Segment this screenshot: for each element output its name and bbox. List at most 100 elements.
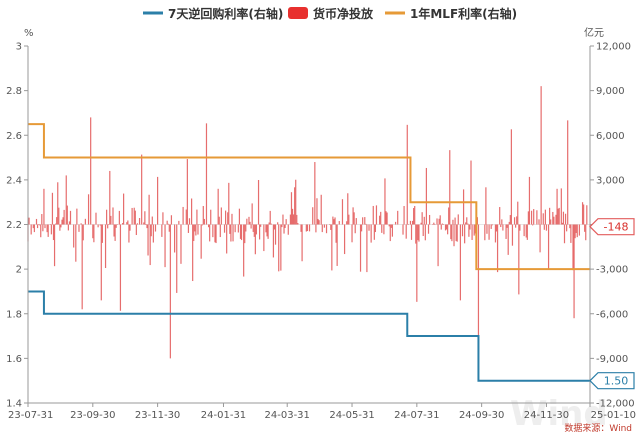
net-injection-bar: [113, 224, 115, 237]
mlf-rate-line: [28, 123, 590, 271]
net-injection-bar: [76, 208, 78, 225]
net-injection-bar: [170, 215, 173, 225]
net-injection-bar: [185, 209, 187, 225]
net-injection-bar: [569, 224, 571, 229]
net-injection-bar: [248, 216, 250, 225]
net-injection-bar: [115, 224, 117, 228]
net-injection-bar: [476, 217, 478, 225]
right-axis-unit: 亿元: [584, 26, 604, 39]
net-injection-bar: [442, 224, 444, 225]
net-injection-bar: [203, 218, 205, 225]
net-injection-bar: [364, 217, 366, 225]
net-injection-bar: [151, 216, 153, 225]
net-injection-bar: [294, 187, 296, 225]
net-injection-bar: [318, 220, 320, 225]
net-injection-bar: [354, 224, 356, 234]
net-injection-bar: [223, 224, 226, 233]
net-injection-bar: [59, 224, 61, 231]
net-injection-bar: [584, 224, 586, 232]
net-injection-bar: [444, 224, 447, 231]
net-injection-bar: [134, 210, 136, 225]
net-injection-bar: [449, 150, 451, 225]
net-injection-bar: [415, 224, 417, 244]
left-tick-label: 1.8: [6, 309, 22, 320]
net-injection-bar: [372, 205, 374, 225]
net-injection-bar: [413, 208, 415, 225]
net-injection-bar: [470, 160, 472, 225]
left-tick-label: 2: [16, 265, 22, 276]
net-injection-bar: [252, 224, 254, 232]
net-injection-bar: [321, 224, 323, 233]
source-note: 数据来源：Wind: [564, 422, 632, 434]
right-tick-label: 9,000: [596, 86, 625, 97]
net-injection-bar: [178, 220, 180, 225]
net-injection-bar: [84, 218, 86, 225]
net-injection-bar: [227, 212, 229, 225]
net-injection-bar: [225, 210, 227, 225]
net-injection-bar: [454, 217, 456, 225]
net-injection-bar: [335, 224, 337, 243]
net-injection-bar: [308, 224, 311, 232]
net-injection-bar: [205, 123, 208, 225]
net-injection-bar: [488, 224, 490, 240]
net-injection-bar: [330, 224, 332, 230]
net-injection-bar: [501, 219, 503, 225]
net-injection-bar: [352, 207, 354, 225]
net-injection-bar: [289, 214, 292, 225]
net-injection-bar: [346, 221, 348, 225]
net-injection-bar: [101, 224, 103, 243]
net-injection-bar: [251, 203, 253, 225]
net-injection-bar: [403, 206, 405, 225]
net-injection-bar: [425, 167, 427, 225]
net-injection-bar: [118, 210, 120, 225]
net-injection-bar: [230, 224, 232, 242]
net-injection-bar: [461, 224, 464, 237]
net-injection-bar: [112, 207, 114, 225]
net-injection-bar: [114, 224, 116, 241]
net-injection-bar: [267, 224, 269, 239]
net-injection-bar: [325, 224, 328, 234]
net-injection-bar: [62, 217, 64, 225]
net-injection-bar: [453, 224, 455, 247]
net-injection-bar: [131, 207, 133, 225]
net-injection-bar: [290, 192, 293, 225]
net-injection-bar: [40, 224, 42, 238]
net-injection-bar: [373, 224, 375, 240]
net-injection-bar: [563, 224, 566, 244]
net-injection-bar: [445, 224, 448, 230]
net-injection-bar: [53, 224, 56, 267]
net-injection-bar: [416, 224, 418, 302]
net-injection-bar: [380, 211, 382, 225]
net-injection-bar: [287, 224, 289, 235]
net-injection-bar: [394, 221, 397, 225]
net-injection-bar: [119, 224, 122, 311]
bar-end-label: -148: [604, 221, 629, 234]
net-injection-bar: [423, 216, 425, 225]
net-injection-bar: [539, 224, 541, 253]
net-injection-bar: [494, 224, 497, 243]
net-injection-bar: [473, 224, 475, 236]
net-injection-bar: [353, 212, 355, 225]
legend-label: 货币净投放: [313, 6, 374, 21]
net-injection-bar: [46, 224, 48, 233]
net-injection-bar: [33, 224, 35, 233]
net-injection-bar: [456, 224, 458, 242]
net-injection-bar: [129, 224, 131, 231]
net-injection-bar: [274, 224, 277, 245]
net-injection-bar: [167, 223, 169, 225]
net-injection-bar: [585, 224, 587, 241]
watermark-text: Wind: [510, 394, 608, 434]
right-tick-label: 3,000: [596, 175, 625, 186]
net-injection-bar: [174, 224, 176, 253]
net-injection-bar: [467, 223, 469, 225]
net-injection-bar: [41, 214, 43, 225]
net-injection-bar: [381, 224, 383, 233]
right-tick-label: -12,000: [596, 399, 635, 410]
net-injection-bar: [269, 210, 271, 225]
net-injection-bar: [200, 224, 202, 259]
left-tick-label: 1.4: [6, 399, 22, 410]
net-injection-bar: [301, 224, 303, 262]
net-injection-bar: [434, 224, 436, 225]
left-tick-label: 1.6: [6, 354, 22, 365]
net-injection-bar: [243, 224, 245, 277]
